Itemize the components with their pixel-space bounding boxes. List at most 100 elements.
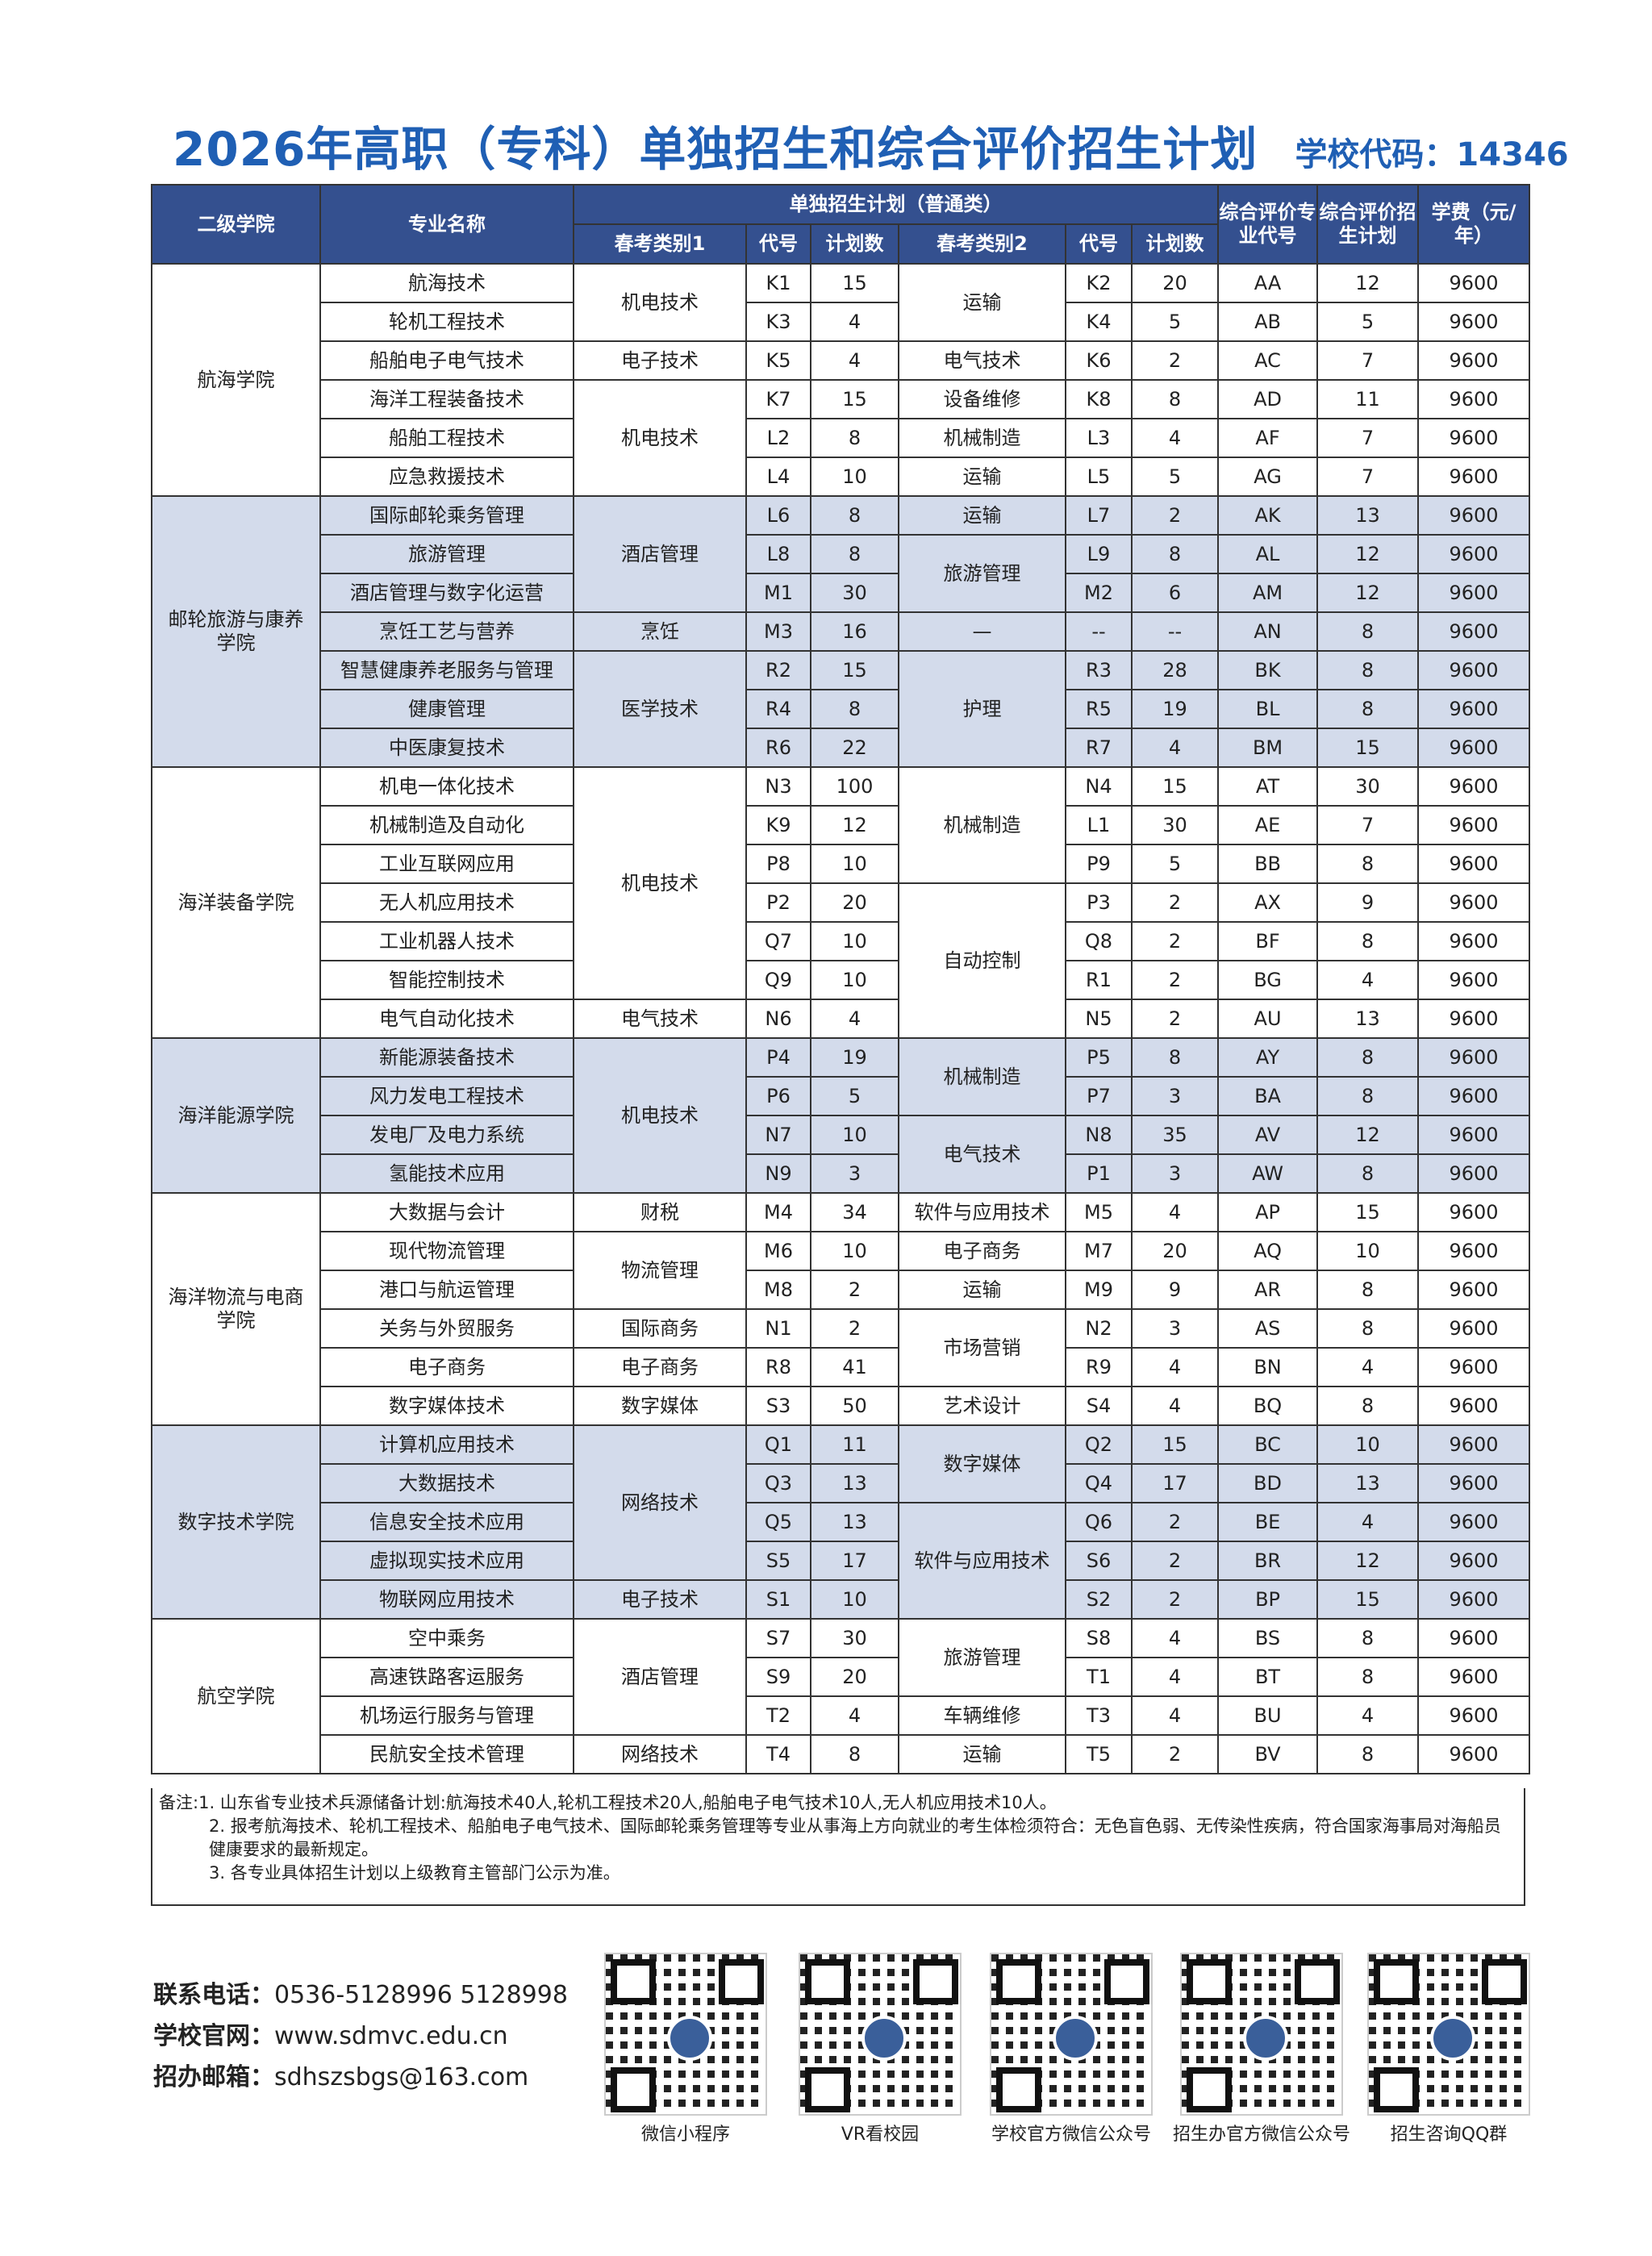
table-row: 海洋物流与电商学院 大数据与会计 财税 M4 34 软件与应用技术 M5 4 AP 15 9600: [151, 1192, 1531, 1426]
table-cell: 9600: [1417, 1424, 1531, 1465]
table-cell: 13: [1316, 999, 1420, 1039]
table-cell: 9600: [1417, 263, 1531, 303]
table-cell: Q6: [1065, 1502, 1133, 1542]
table-cell: 10: [810, 1115, 899, 1155]
table-cell: 航空学院: [151, 1618, 321, 1774]
table-cell: 烹饪工艺与营养: [319, 611, 574, 652]
table-cell: 无人机应用技术: [319, 882, 574, 923]
table-cell: BU: [1217, 1695, 1319, 1736]
table-cell: 12: [1316, 1115, 1420, 1155]
table-cell: 酒店管理: [573, 495, 747, 613]
table-cell: —: [898, 611, 1066, 652]
table-cell: AM: [1217, 573, 1319, 613]
header-cell: 综合评价专业代号: [1217, 184, 1319, 265]
table-cell: 8: [1130, 1037, 1220, 1078]
table-cell: 车辆维修: [898, 1695, 1066, 1736]
table-cell: BD: [1217, 1463, 1319, 1503]
table-cell: 8: [810, 1734, 899, 1774]
table-cell: 2: [1130, 921, 1220, 961]
table-cell: 17: [1130, 1463, 1220, 1503]
table-cell: N2: [1065, 1308, 1133, 1349]
table-cell: 8: [1316, 921, 1420, 961]
note-text: 3. 各专业具体招生计划以上级教育主管部门公示为准。: [209, 1863, 620, 1883]
table-cell: 9600: [1417, 1153, 1531, 1194]
table-cell: 船舶工程技术: [319, 418, 574, 458]
table-cell: S3: [745, 1386, 811, 1426]
table-cell: 5: [1130, 302, 1220, 342]
table-cell: 9600: [1417, 611, 1531, 652]
table-cell: 虚拟现实技术应用: [319, 1541, 574, 1581]
table-row: 酒店管理与数字化运营 M1 30 M2 6 AM 12 9600: [152, 573, 1531, 613]
table-cell: 市场营销: [898, 1308, 1066, 1387]
table-cell: 12: [1316, 573, 1420, 613]
table-row: 中医康复技术 R6 22 R7 4 BM 15 9600: [152, 728, 1531, 768]
table-cell: 关务与外贸服务: [319, 1308, 574, 1349]
table-cell: AG: [1217, 457, 1319, 497]
table-cell: 30: [810, 573, 899, 613]
table-cell: 9600: [1417, 573, 1531, 613]
table-cell: 9: [1130, 1270, 1220, 1310]
table-cell: 19: [1130, 689, 1220, 729]
notes: 备注:1. 山东省专业技术兵源储备计划:航海技术40人,轮机工程技术20人,船舶…: [151, 1788, 1525, 1906]
header: 2026年高职（专科）单独招生和综合评价招生计划 学校代码：14346: [173, 111, 1569, 179]
table-cell: 2: [1130, 960, 1220, 1000]
contacts: 联系电话：0536-5128996 5128998 学校官网：www.sdmvc.…: [153, 1975, 568, 2098]
table-row: 电子商务 电子商务 R8 41 R9 4 BN 4 9600: [152, 1347, 1531, 1387]
table-cell: 网络技术: [573, 1734, 747, 1774]
table-cell: K9: [745, 805, 811, 845]
table-cell: T5: [1065, 1734, 1133, 1774]
table-cell: 16: [810, 611, 899, 652]
table-cell: K6: [1065, 340, 1133, 381]
table-cell: 5: [810, 1076, 899, 1116]
table-cell: S2: [1065, 1579, 1133, 1620]
table-row: 高速铁路客运服务 S9 20 T1 4 BT 8 9600: [152, 1657, 1531, 1697]
qr-code: [1367, 1953, 1530, 2116]
table-cell: 9600: [1417, 1618, 1531, 1658]
table-cell: 机械制造: [898, 1037, 1066, 1116]
table-cell: K8: [1065, 379, 1133, 419]
table-cell: 22: [810, 728, 899, 768]
table-row: 海洋装备学院 机电一体化技术 机电技术 N3 100 机械制造 N4 15 AT 30 9600: [151, 766, 1531, 1039]
table-cell: R8: [745, 1347, 811, 1387]
table-cell: M3: [745, 611, 811, 652]
table-cell: 8: [810, 418, 899, 458]
table-row: 民航安全技术管理 网络技术 T4 8 运输 T5 2 BV 8 9600: [152, 1734, 1531, 1774]
school-code: 学校代码：14346: [1295, 136, 1569, 173]
table-cell: 9600: [1417, 844, 1531, 884]
header-cell: 代号: [1065, 223, 1133, 265]
table-cell: S1: [745, 1579, 811, 1620]
table-cell: M1: [745, 573, 811, 613]
table-cell: 4: [1130, 1192, 1220, 1232]
table-row: 烹饪工艺与营养 烹饪 M3 16— -- -- AN 8 9600: [152, 611, 1531, 652]
table-row: 氢能技术应用 N9 3 P1 3 AW 8 9600: [152, 1153, 1531, 1194]
table-cell: 3: [1130, 1076, 1220, 1116]
logo: [667, 2016, 712, 2061]
table-cell: S8: [1065, 1618, 1133, 1658]
table-cell: 8: [1316, 1386, 1420, 1426]
table-cell: N5: [1065, 999, 1133, 1039]
table-cell: 8: [1316, 1076, 1420, 1116]
table-cell: 15: [810, 650, 899, 690]
table-cell: 4: [1130, 418, 1220, 458]
table-cell: 9600: [1417, 1231, 1531, 1271]
table-cell: BL: [1217, 689, 1319, 729]
table-cell: 41: [810, 1347, 899, 1387]
table-cell: P1: [1065, 1153, 1133, 1194]
table-cell: 3: [1130, 1153, 1220, 1194]
table-cell: BA: [1217, 1076, 1319, 1116]
table-cell: R1: [1065, 960, 1133, 1000]
table-cell: 15: [1316, 1579, 1420, 1620]
header-cell: 春考类别1: [573, 223, 747, 265]
table-row: 旅游管理 L8 8 旅游管理 L9 8 AL 12 9600: [152, 534, 1531, 613]
table-cell: T3: [1065, 1695, 1133, 1736]
table-row: 电气自动化技术 电气技术 N6 4 N5 2 AU 13 9600: [152, 999, 1531, 1039]
table-cell: 50: [810, 1386, 899, 1426]
table-cell: P2: [745, 882, 811, 923]
header-cell: 计划数: [1130, 223, 1220, 265]
table-cell: 4: [810, 999, 899, 1039]
contact-line: 招办邮箱：sdhszsbgs@163.com: [153, 2057, 568, 2098]
table-cell: 8: [810, 534, 899, 574]
table-cell: 9600: [1417, 1037, 1531, 1078]
header-cell: 学费（元/年）: [1417, 184, 1531, 265]
